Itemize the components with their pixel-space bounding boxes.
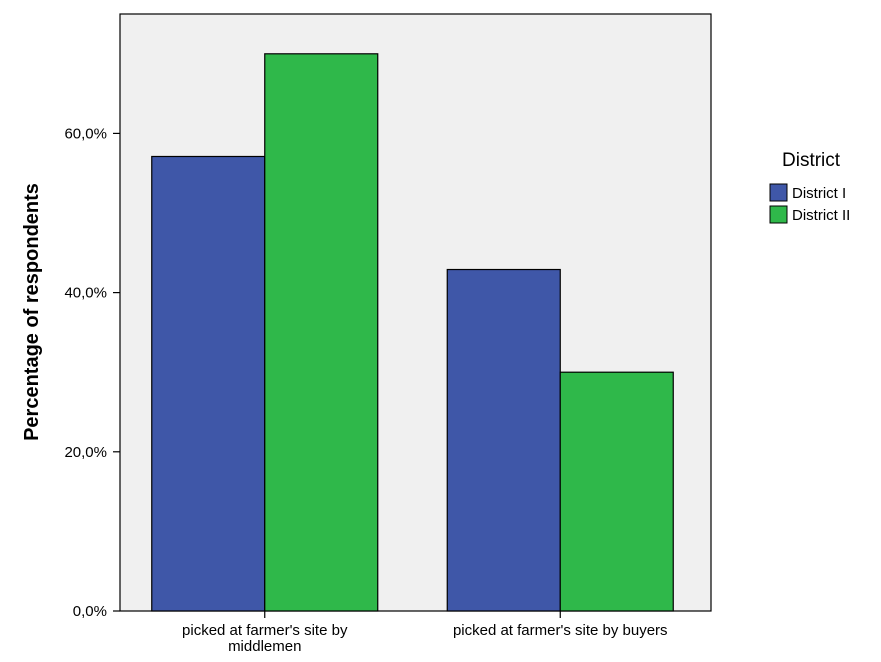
- bar-district-i-cat-1: [151, 155, 266, 612]
- bar-district-ii-cat-2: [559, 371, 674, 612]
- legend-label: District II: [792, 207, 850, 224]
- legend-label: District I: [792, 185, 846, 202]
- legend-title: District: [782, 150, 841, 171]
- bars-group: [151, 53, 674, 612]
- y-tick-label: 60,0%: [64, 125, 107, 142]
- y-tick-label: 0,0%: [73, 603, 107, 620]
- bar-district-ii-cat-1: [264, 53, 379, 612]
- legend-swatch: [769, 205, 788, 224]
- y-tick-label: 40,0%: [64, 285, 107, 302]
- x-category-label: picked at farmer's site by: [182, 622, 348, 639]
- y-axis-title: Percentage of respondents: [21, 183, 43, 441]
- x-category-label: picked at farmer's site by buyers: [453, 622, 668, 639]
- y-tick-label: 20,0%: [64, 444, 107, 461]
- x-category-label: middlemen: [228, 638, 301, 655]
- y-axis: 0,0% 20,0% 40,0% 60,0%: [64, 125, 120, 620]
- legend-swatch: [769, 183, 788, 202]
- bar-district-i-cat-2: [446, 268, 561, 612]
- legend: District District I District II: [769, 150, 850, 224]
